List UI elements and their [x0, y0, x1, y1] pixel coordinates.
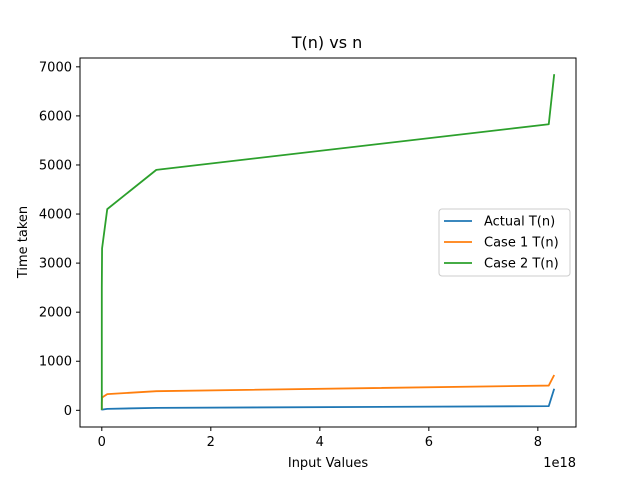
y-tick-label: 4000	[39, 208, 72, 223]
y-axis-label: Time taken	[16, 206, 31, 279]
series-line	[100, 388, 556, 411]
x-tick-label: 8	[534, 435, 542, 450]
x-tick-label: 4	[316, 435, 324, 450]
legend-label: Case 1 T(n)	[484, 236, 559, 251]
x-axis-offset-text: 1e18	[543, 456, 576, 471]
x-tick-label: 2	[207, 435, 215, 450]
y-tick-label: 1000	[39, 355, 72, 370]
x-axis-ticks: 0 2 4 6 8	[98, 427, 542, 450]
series-line	[100, 374, 555, 410]
plot-area	[100, 74, 556, 411]
series-line	[100, 74, 556, 410]
y-tick-label: 5000	[39, 158, 72, 173]
legend: Actual T(n) Case 1 T(n) Case 2 T(n)	[438, 208, 571, 277]
y-tick-label: 7000	[39, 60, 72, 75]
y-tick-label: 0	[64, 404, 72, 419]
legend-box	[438, 208, 571, 277]
x-tick-label: 6	[425, 435, 433, 450]
legend-label: Actual T(n)	[484, 215, 555, 230]
y-axis-ticks: 0 1000 2000 3000 4000 5000 6000 7000	[39, 60, 80, 419]
y-tick-label: 2000	[39, 306, 72, 321]
chart-title: T(n) vs n	[291, 33, 363, 52]
x-tick-label: 0	[98, 435, 106, 450]
axes-frame	[79, 57, 577, 428]
legend-label: Case 2 T(n)	[484, 257, 559, 272]
y-tick-label: 3000	[39, 257, 72, 272]
y-tick-label: 6000	[39, 109, 72, 124]
x-axis-label: Input Values	[288, 456, 368, 471]
